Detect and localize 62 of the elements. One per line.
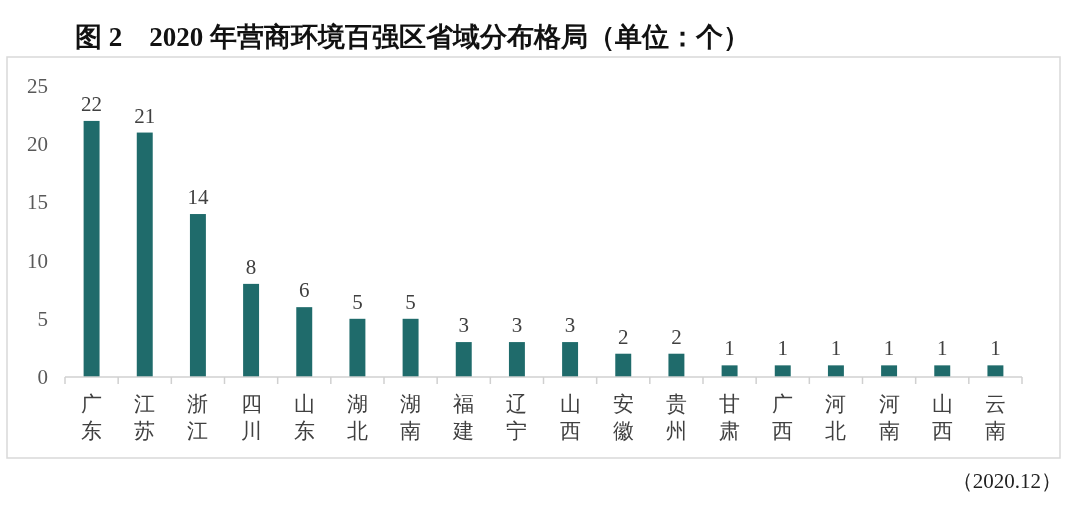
data-label: 8 [245, 254, 257, 279]
data-label: 3 [564, 313, 576, 338]
data-label: 1 [937, 336, 948, 361]
text: （2020.12） [951, 469, 1062, 493]
bar [349, 318, 366, 377]
bar [83, 120, 100, 377]
chart-title: 图 2 2020 年营商环境百强区省域分布格局（单位：个） [75, 22, 750, 52]
x-tick-label: 四川 [240, 392, 262, 444]
data-label: 14 [187, 185, 209, 210]
data-label: 1 [883, 336, 895, 361]
x-tick-label: 江苏 [134, 392, 156, 444]
x-tick-label: 河南 [878, 392, 900, 444]
bar [934, 365, 951, 377]
x-tick-label: 湖北 [346, 392, 368, 444]
data-label: 5 [405, 289, 416, 314]
y-tick-label: 20 [27, 132, 48, 157]
data-label: 21 [134, 103, 156, 128]
x-tick-label: 安徽 [612, 392, 634, 444]
x-tick-label: 云南 [984, 392, 1006, 444]
y-tick-label: 10 [27, 248, 48, 273]
bar [296, 307, 313, 377]
x-tick-label: 广东 [81, 392, 103, 444]
x-tick-label: 河北 [825, 392, 847, 444]
data-label: 1 [777, 336, 788, 361]
bar [615, 353, 632, 377]
x-tick-label: 山东 [293, 392, 315, 444]
data-label: 3 [458, 313, 469, 338]
data-label: 6 [299, 278, 310, 303]
x-tick-label: 贵州 [665, 392, 687, 444]
bar [136, 132, 153, 377]
x-tick-label: 辽宁 [506, 392, 528, 444]
y-tick-label: 25 [27, 74, 48, 98]
x-tick-label: 甘肃 [719, 392, 741, 444]
y-tick-label: 5 [37, 306, 48, 331]
data-label: 1 [724, 336, 735, 361]
x-tick-label: 广西 [772, 392, 794, 444]
bar [562, 342, 579, 377]
data-label: 22 [81, 91, 103, 116]
x-tick-label: 山西 [931, 392, 953, 444]
data-label: 1 [990, 336, 1001, 361]
y-tick-label: 0 [37, 365, 48, 389]
bar [402, 318, 419, 377]
data-label: 2 [618, 324, 629, 349]
y-tick-label: 15 [27, 190, 48, 215]
bar [774, 365, 791, 377]
bar [508, 342, 525, 377]
bar [987, 365, 1004, 377]
data-label: 5 [352, 289, 363, 314]
x-tick-label: 山西 [559, 392, 581, 444]
x-tick-label: 湖南 [400, 392, 422, 444]
x-tick-label: 浙江 [187, 392, 209, 444]
bar [243, 283, 260, 377]
data-label: 1 [830, 336, 842, 361]
bar [881, 365, 898, 377]
data-label: 3 [511, 313, 523, 338]
bar [721, 365, 738, 377]
bar [668, 353, 685, 377]
bar [455, 342, 472, 377]
bar [827, 365, 844, 377]
x-tick-label: 福建 [452, 392, 475, 444]
bar [189, 214, 206, 377]
data-label: 2 [671, 324, 682, 349]
